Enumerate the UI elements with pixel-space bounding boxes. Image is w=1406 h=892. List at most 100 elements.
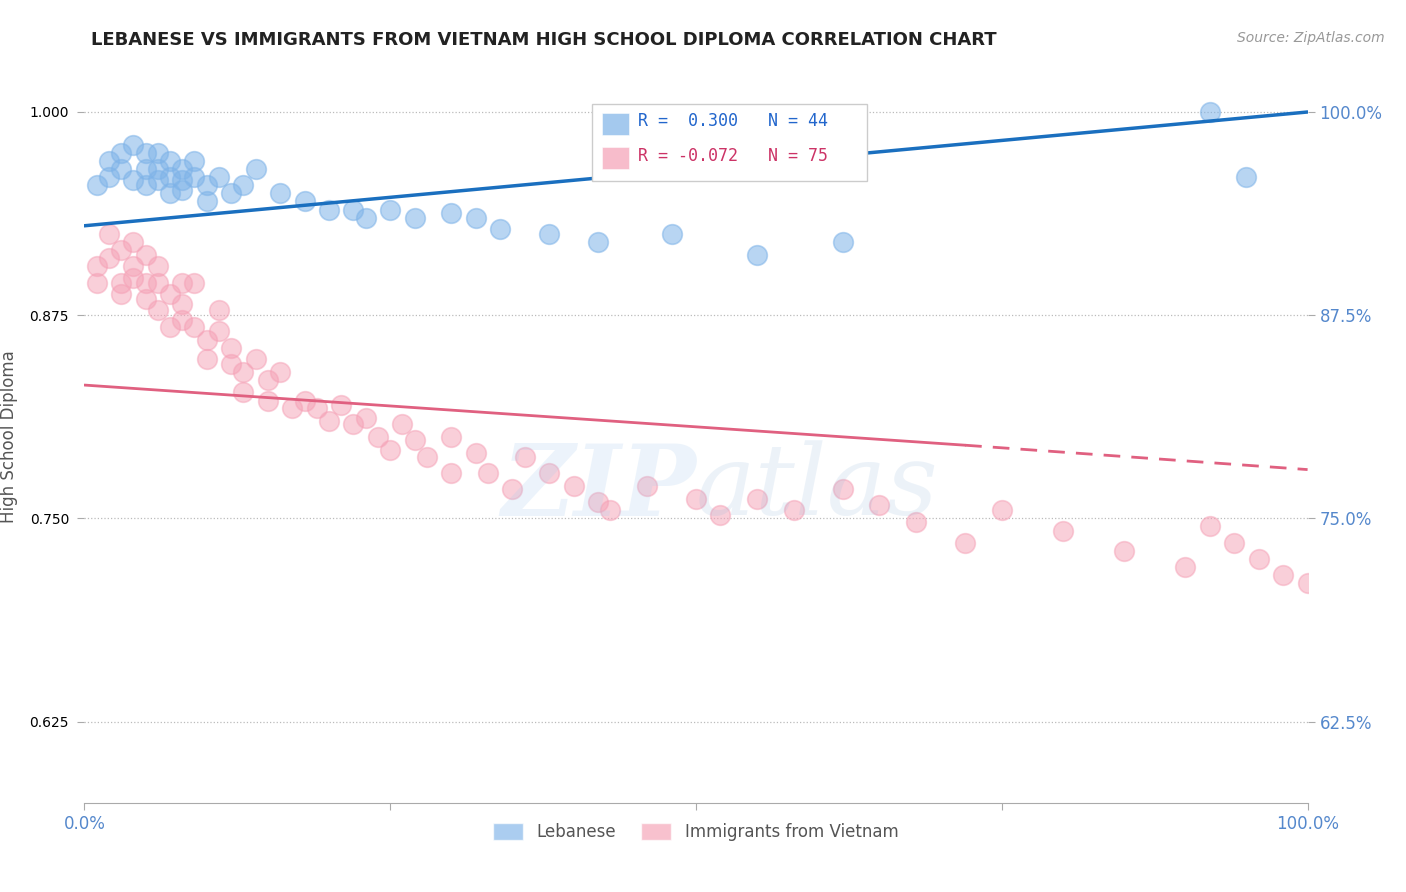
Point	[513, 450, 536, 464]
Point	[232, 365, 254, 379]
Point	[1296, 576, 1319, 591]
Point	[110, 243, 132, 257]
Point	[122, 137, 145, 152]
Point	[135, 178, 157, 193]
Point	[146, 260, 169, 274]
FancyBboxPatch shape	[592, 104, 868, 181]
Point	[110, 276, 132, 290]
Point	[404, 434, 426, 448]
Point	[281, 401, 304, 415]
Point	[172, 183, 194, 197]
Point	[146, 161, 169, 176]
Point	[636, 479, 658, 493]
Point	[135, 161, 157, 176]
Point	[232, 178, 254, 193]
Point	[97, 153, 120, 168]
Point	[208, 303, 231, 318]
Point	[219, 341, 242, 355]
Point	[464, 211, 486, 225]
Point	[183, 319, 205, 334]
Text: atlas: atlas	[696, 441, 939, 536]
Point	[122, 260, 145, 274]
Point	[831, 235, 853, 249]
Point	[747, 248, 769, 262]
Point	[1223, 535, 1246, 549]
Point	[1114, 544, 1136, 558]
Point	[257, 394, 280, 409]
Point	[122, 270, 145, 285]
Point	[232, 384, 254, 399]
Point	[318, 414, 340, 428]
Point	[195, 352, 218, 367]
Point	[135, 248, 157, 262]
Point	[195, 178, 218, 193]
Point	[110, 161, 132, 176]
Point	[135, 292, 157, 306]
Point	[1174, 560, 1197, 574]
Point	[991, 503, 1014, 517]
Point	[380, 443, 402, 458]
Point	[783, 503, 806, 517]
Point	[269, 186, 291, 201]
Point	[416, 450, 439, 464]
Y-axis label: High School Diploma: High School Diploma	[0, 351, 18, 524]
Point	[294, 194, 316, 209]
Point	[183, 276, 205, 290]
Point	[146, 303, 169, 318]
Point	[354, 410, 377, 425]
Point	[135, 276, 157, 290]
Point	[97, 227, 120, 241]
Point	[219, 357, 242, 371]
Point	[183, 153, 205, 168]
Point	[305, 401, 328, 415]
Point	[1272, 568, 1295, 582]
Point	[146, 276, 169, 290]
Text: R = -0.072   N = 75: R = -0.072 N = 75	[638, 146, 828, 165]
Bar	[602, 146, 628, 169]
Bar	[602, 113, 628, 135]
Point	[245, 161, 267, 176]
Point	[464, 446, 486, 460]
Point	[159, 287, 181, 301]
Point	[195, 194, 218, 209]
Point	[354, 211, 377, 225]
Point	[831, 482, 853, 496]
Point	[599, 503, 621, 517]
Point	[159, 319, 181, 334]
Point	[709, 508, 731, 522]
Point	[538, 227, 561, 241]
Point	[1236, 169, 1258, 184]
Point	[1052, 524, 1074, 539]
Point	[905, 515, 928, 529]
Legend: Lebanese, Immigrants from Vietnam: Lebanese, Immigrants from Vietnam	[485, 814, 907, 849]
Text: Source: ZipAtlas.com: Source: ZipAtlas.com	[1237, 31, 1385, 45]
Point	[502, 482, 524, 496]
Point	[440, 430, 463, 444]
Point	[172, 173, 194, 187]
Point	[586, 235, 609, 249]
Point	[122, 173, 145, 187]
Point	[440, 206, 463, 220]
Point	[1247, 552, 1270, 566]
Point	[440, 466, 463, 480]
Point	[245, 352, 267, 367]
Point	[172, 313, 194, 327]
Point	[208, 325, 231, 339]
Point	[562, 479, 585, 493]
Point	[110, 145, 132, 160]
Point	[86, 276, 108, 290]
Point	[1198, 519, 1220, 533]
Point	[367, 430, 389, 444]
Point	[195, 333, 218, 347]
Point	[477, 466, 499, 480]
Point	[330, 398, 353, 412]
Point	[318, 202, 340, 217]
Point	[86, 178, 108, 193]
Point	[269, 365, 291, 379]
Point	[208, 169, 231, 184]
Point	[146, 145, 169, 160]
Point	[257, 373, 280, 387]
Point	[159, 186, 181, 201]
Point	[661, 227, 683, 241]
Point	[869, 499, 891, 513]
